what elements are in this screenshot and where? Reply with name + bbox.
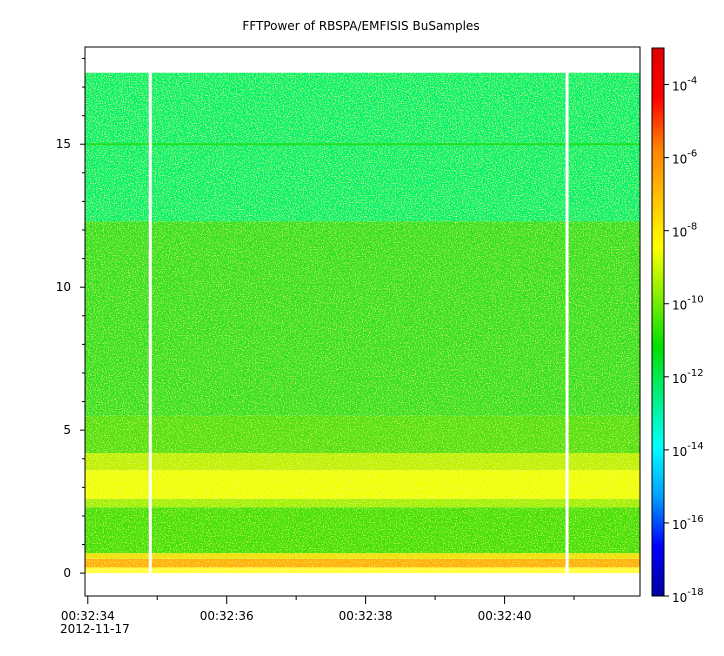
spectrogram-band — [85, 415, 640, 454]
spectrogram-band — [85, 567, 640, 574]
y-axis: 0 5 10 15 — [56, 57, 85, 580]
colorbar-tick-label: 10-8 — [672, 222, 697, 240]
spectrogram-band — [85, 470, 640, 499]
y-tick-label: 5 — [63, 423, 71, 437]
plot-area — [84, 46, 641, 597]
x-date-label: 2012-11-17 — [60, 622, 130, 636]
spectrogram-band — [85, 553, 640, 559]
colorbar-tick-label: 10-12 — [672, 368, 704, 386]
colorbar-fill — [652, 48, 664, 596]
colorbar-tick-label: 10-18 — [672, 587, 704, 605]
x-axis: 00:32:34 00:32:36 00:32:38 00:32:40 — [61, 596, 575, 623]
data-gap — [148, 71, 152, 575]
colorbar-tick-label: 10-16 — [672, 514, 704, 532]
colorbar: 10-4 10-6 10-8 10-10 10-12 10-14 10-16 10-18 — [651, 47, 704, 605]
spectrogram-band — [85, 558, 640, 568]
spectrogram-band — [85, 453, 640, 471]
x-tick-label: 00:32:36 — [200, 609, 254, 623]
spectrogram-band — [85, 498, 640, 508]
y-tick-label: 15 — [56, 137, 71, 151]
x-tick-label: 00:32:38 — [339, 609, 393, 623]
x-tick-label: 00:32:34 — [61, 609, 115, 623]
colorbar-tick-label: 10-6 — [672, 149, 697, 167]
y-tick-label: 10 — [56, 280, 71, 294]
colorbar-tick-label: 10-4 — [672, 76, 697, 94]
chart-title: FFTPower of RBSPA/EMFISIS BuSamples — [242, 19, 479, 33]
data-gap — [565, 71, 569, 575]
y-tick-label: 0 — [63, 566, 71, 580]
spectrogram-band — [85, 507, 640, 554]
colorbar-frame — [651, 47, 665, 597]
colorbar-tick-label: 10-14 — [672, 441, 704, 459]
colorbar-tick-label: 10-10 — [672, 295, 704, 313]
spectrogram-band — [85, 221, 640, 416]
plot-frame — [84, 46, 641, 597]
spectrogram-band — [85, 72, 640, 222]
x-tick-label: 00:32:40 — [478, 609, 532, 623]
